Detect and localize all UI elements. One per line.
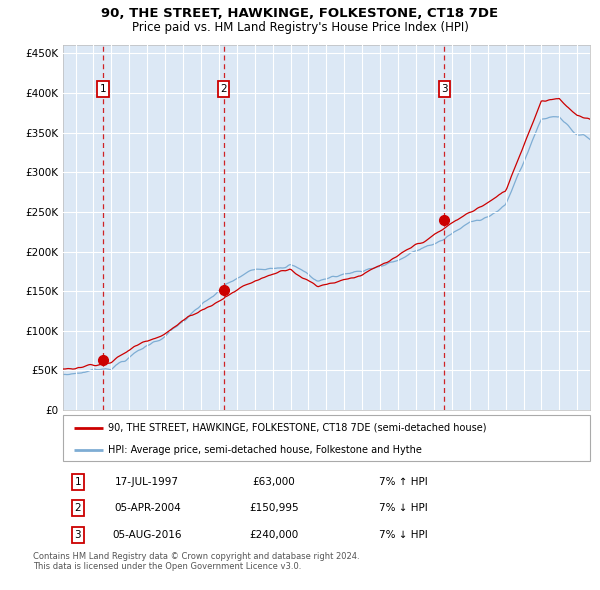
- FancyBboxPatch shape: [63, 415, 590, 461]
- Text: 1: 1: [100, 84, 106, 94]
- Text: This data is licensed under the Open Government Licence v3.0.: This data is licensed under the Open Gov…: [33, 562, 301, 571]
- Text: 7% ↓ HPI: 7% ↓ HPI: [379, 503, 428, 513]
- Text: £240,000: £240,000: [249, 530, 298, 540]
- Text: £150,995: £150,995: [249, 503, 299, 513]
- Text: 90, THE STREET, HAWKINGE, FOLKESTONE, CT18 7DE: 90, THE STREET, HAWKINGE, FOLKESTONE, CT…: [101, 7, 499, 20]
- Text: £63,000: £63,000: [253, 477, 295, 487]
- Text: Contains HM Land Registry data © Crown copyright and database right 2024.: Contains HM Land Registry data © Crown c…: [33, 552, 359, 560]
- Text: 17-JUL-1997: 17-JUL-1997: [115, 477, 179, 487]
- Text: HPI: Average price, semi-detached house, Folkestone and Hythe: HPI: Average price, semi-detached house,…: [108, 445, 422, 455]
- Text: 7% ↓ HPI: 7% ↓ HPI: [379, 530, 428, 540]
- Text: 1: 1: [74, 477, 81, 487]
- Text: 2: 2: [74, 503, 81, 513]
- Text: 3: 3: [441, 84, 448, 94]
- Text: 3: 3: [74, 530, 81, 540]
- Text: 05-APR-2004: 05-APR-2004: [114, 503, 181, 513]
- Text: 05-AUG-2016: 05-AUG-2016: [113, 530, 182, 540]
- Text: 2: 2: [220, 84, 227, 94]
- Text: Price paid vs. HM Land Registry's House Price Index (HPI): Price paid vs. HM Land Registry's House …: [131, 21, 469, 34]
- Text: 7% ↑ HPI: 7% ↑ HPI: [379, 477, 428, 487]
- Text: 90, THE STREET, HAWKINGE, FOLKESTONE, CT18 7DE (semi-detached house): 90, THE STREET, HAWKINGE, FOLKESTONE, CT…: [108, 423, 486, 433]
